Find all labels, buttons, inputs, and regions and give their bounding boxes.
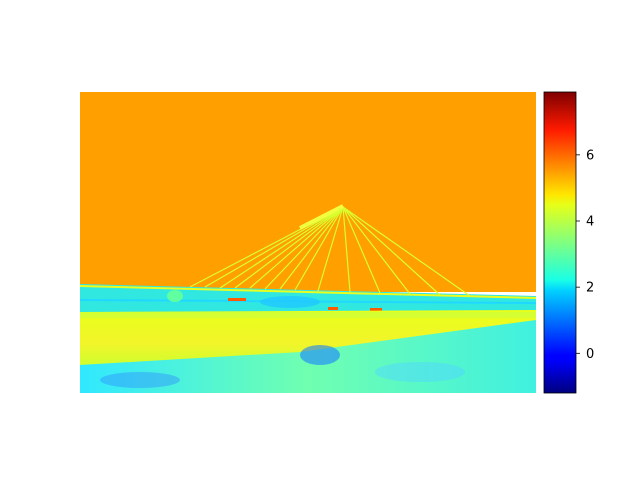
colorbar-tick-label: 6: [586, 148, 594, 163]
region-sky: [80, 92, 536, 292]
region-bridge-cables: [189, 206, 471, 297]
colorbar-tick-label: 2: [586, 281, 594, 296]
colorbar: 0 2 4 6: [543, 91, 594, 394]
region-riverbank: [80, 310, 536, 370]
heatmap-image: [80, 92, 536, 393]
colorbar-tick-label: 4: [586, 215, 594, 230]
colorbar-gradient: [544, 92, 576, 393]
colorbar-tick-label: 0: [586, 347, 594, 362]
